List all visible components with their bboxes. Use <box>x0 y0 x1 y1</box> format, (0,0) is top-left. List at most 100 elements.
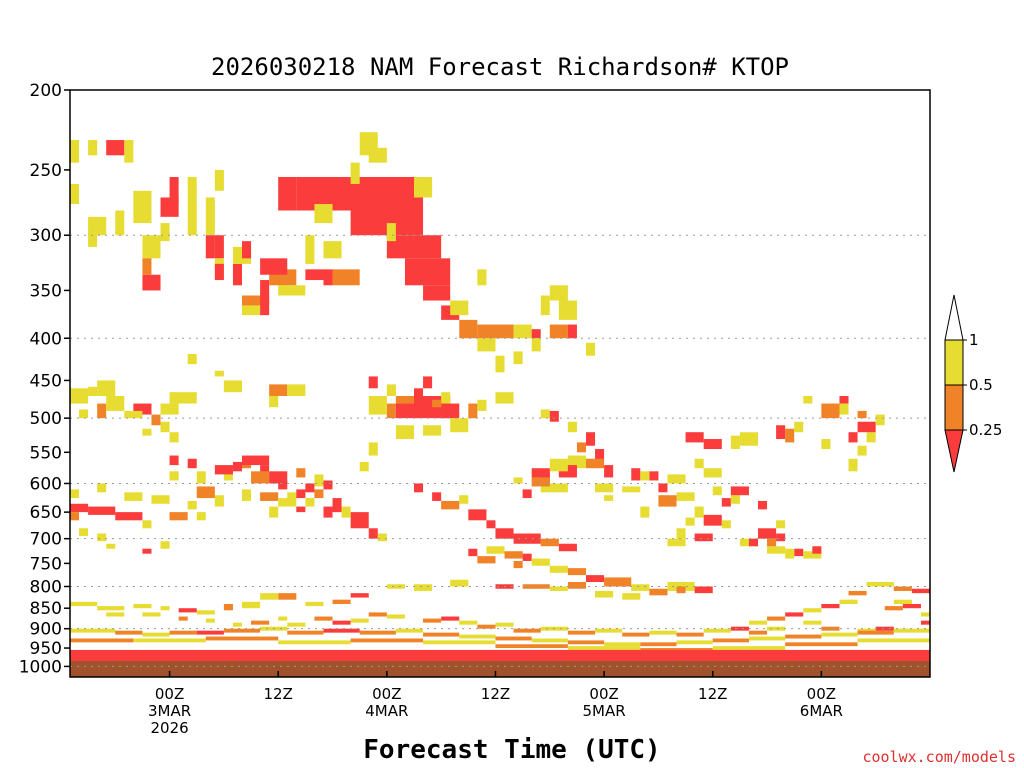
ri-cell <box>450 579 469 587</box>
ri-cell <box>97 533 107 542</box>
ri-cell <box>468 509 487 521</box>
ri-cell <box>423 376 433 389</box>
ri-cell <box>386 584 405 589</box>
ri-cell <box>694 533 713 542</box>
ri-cell <box>531 329 541 339</box>
ri-cell <box>423 425 442 436</box>
ri-cell <box>676 640 713 645</box>
ri-cell <box>866 581 894 587</box>
y-tick-label: 950 <box>30 639 62 659</box>
ri-cell <box>495 636 532 641</box>
ri-cell <box>196 610 215 615</box>
y-tick-label: 400 <box>30 329 62 349</box>
x-tick-label: 12Z <box>481 685 510 703</box>
ri-cell <box>115 512 143 521</box>
ri-cell <box>441 403 460 419</box>
ri-cell <box>214 169 224 191</box>
ri-cell <box>649 471 659 481</box>
ri-cell <box>260 593 279 600</box>
y-tick-label: 850 <box>30 599 62 619</box>
ri-cell <box>269 396 279 408</box>
ri-cell <box>477 624 496 629</box>
ri-cell <box>586 575 605 582</box>
ri-cell <box>522 553 532 561</box>
ri-cell <box>477 324 514 339</box>
ri-cell <box>278 616 288 621</box>
ri-cell <box>441 616 460 621</box>
x-tick-label: 00Z <box>589 685 618 703</box>
x-tick-label: 12Z <box>264 685 293 703</box>
y-tick-label: 450 <box>30 371 62 391</box>
ri-cell <box>142 612 161 617</box>
ri-cell <box>242 241 252 259</box>
ri-cell <box>287 630 324 635</box>
ri-cell <box>341 506 351 518</box>
ri-cell <box>423 285 451 301</box>
ri-cell <box>97 380 116 396</box>
ri-cell <box>567 630 596 635</box>
ri-cell <box>857 630 894 635</box>
ri-cell <box>549 565 568 573</box>
ri-cell <box>350 618 369 623</box>
ri-cell <box>549 586 568 591</box>
ri-cell <box>350 512 369 529</box>
ri-cell <box>513 533 541 544</box>
ri-cell <box>459 634 496 639</box>
ri-cell <box>486 546 505 554</box>
ri-cell <box>558 300 577 320</box>
ri-cell <box>97 606 125 611</box>
ri-cell <box>721 520 731 529</box>
ri-cell <box>649 630 677 635</box>
ri-cell <box>441 392 451 404</box>
ri-cell <box>785 548 795 559</box>
ri-cell <box>567 324 577 339</box>
ri-cell <box>531 477 550 487</box>
ri-cell <box>748 538 758 547</box>
y-tick-label: 250 <box>30 161 62 181</box>
ri-cell <box>595 449 605 462</box>
ri-cell <box>287 492 297 501</box>
ri-cell <box>486 520 496 529</box>
ri-cell <box>631 584 650 591</box>
ri-cell <box>314 474 324 487</box>
ri-cell <box>133 403 152 415</box>
ri-cell <box>242 601 261 609</box>
ri-cell <box>821 632 858 637</box>
x-tick-label: 00Z <box>155 685 184 703</box>
ri-cell <box>323 269 333 286</box>
colorbar-segment-0.5-1 <box>944 339 964 386</box>
ri-cell <box>314 489 324 499</box>
ri-cell <box>332 620 351 625</box>
ri-cell <box>522 489 532 499</box>
ri-cell <box>278 285 306 296</box>
ri-cell <box>604 495 614 501</box>
ri-cell <box>151 495 170 504</box>
ri-cell <box>730 495 740 504</box>
ri-cell <box>920 612 930 617</box>
ri-cell <box>133 638 206 643</box>
ri-cell <box>106 612 125 617</box>
ri-cell <box>549 458 568 472</box>
ri-cell <box>142 428 152 436</box>
ri-cell <box>803 608 822 613</box>
ri-cell <box>821 403 840 419</box>
ri-cell <box>839 599 858 604</box>
ri-cell <box>893 586 912 591</box>
ri-cell <box>169 432 179 443</box>
ri-cell <box>477 399 487 411</box>
ri-cell <box>269 506 279 518</box>
ri-cell <box>70 503 89 513</box>
ri-cell <box>395 628 424 633</box>
ri-cell <box>178 616 188 621</box>
ri-cell <box>205 197 215 236</box>
ri-cell <box>567 581 586 589</box>
ri-cell <box>196 486 215 499</box>
x-tick-label: 3MAR <box>148 702 191 720</box>
ri-cell <box>196 471 206 484</box>
ri-cell <box>169 177 179 205</box>
ri-cell <box>866 432 876 443</box>
ri-cell <box>549 324 568 339</box>
ri-cell <box>350 162 360 184</box>
ri-cell <box>332 269 360 286</box>
